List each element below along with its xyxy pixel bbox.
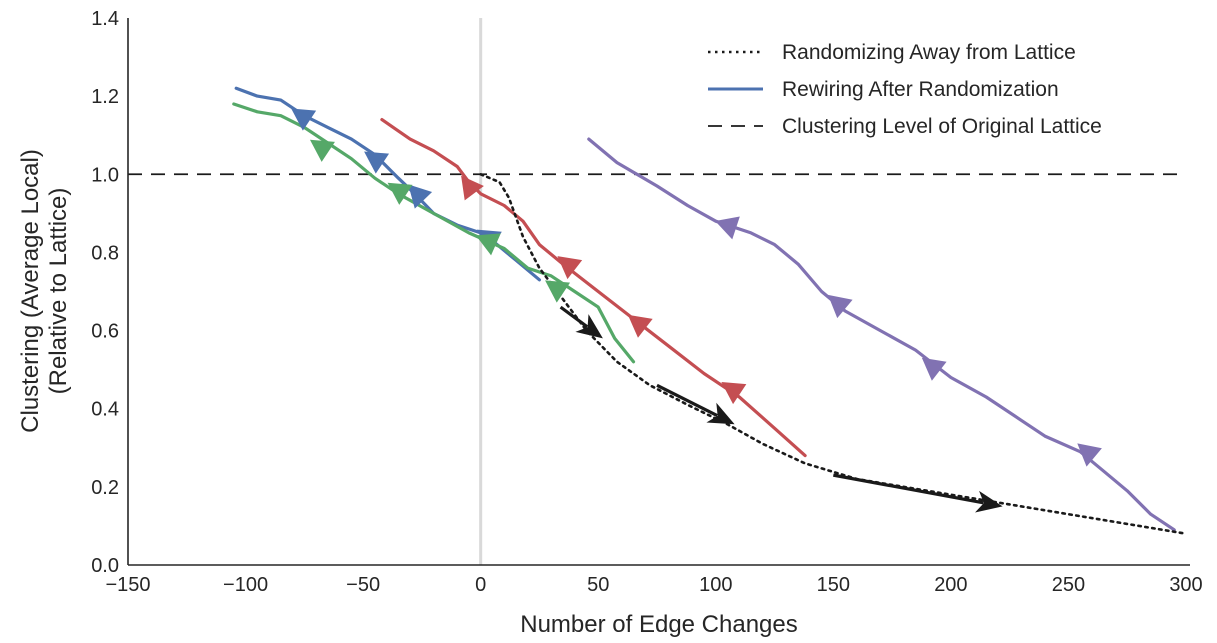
y-tick-label: 0.8 [91, 242, 119, 264]
marker-green [545, 280, 571, 303]
arrow-shaft [833, 473, 984, 505]
series-line-green [232, 102, 636, 364]
y-tick-label: 0.6 [91, 321, 119, 343]
x-tick-label: 250 [1052, 574, 1085, 596]
legend-label-randomizing: Randomizing Away from Lattice [782, 41, 1076, 64]
marker-red [461, 175, 484, 201]
y-tick-label: 0.0 [91, 555, 119, 577]
marker-purple [921, 357, 947, 381]
series-line-red [380, 118, 807, 458]
y-axis-label-line-2: (Relative to Lattice) [45, 188, 72, 395]
marker-green [475, 233, 501, 256]
arrow-head [575, 314, 603, 339]
marker-blue [291, 108, 317, 131]
arrow-head [706, 402, 735, 425]
arrow-head [975, 490, 1003, 513]
x-tick-label: 50 [587, 574, 609, 596]
marker-purple [827, 294, 853, 319]
x-tick-label: 150 [817, 574, 850, 596]
marker-green [309, 139, 335, 162]
marker-red [721, 382, 747, 405]
x-tick-label: −150 [105, 574, 150, 596]
marker-blue [408, 184, 433, 209]
arrow-group [559, 305, 1003, 513]
arrow-shaft [559, 305, 589, 329]
x-tick-label: −50 [346, 574, 380, 596]
x-tick-label: 100 [699, 574, 732, 596]
y-axis-label-line-1: Clustering (Average Local) [17, 149, 44, 433]
marker-red [627, 314, 653, 338]
legend-label-lattice-level: Clustering Level of Original Lattice [782, 115, 1102, 138]
x-axis-label: Number of Edge Changes [520, 611, 798, 638]
y-tick-label: 0.4 [91, 399, 119, 421]
x-tick-label: 0 [475, 574, 486, 596]
legend-label-rewiring: Rewiring After Randomization [782, 78, 1059, 101]
marker-purple [1077, 443, 1102, 467]
y-tick-label: 1.2 [91, 86, 119, 108]
series-line-purple [587, 137, 1176, 532]
y-tick-label: 1.4 [91, 8, 119, 30]
marker-blue [364, 151, 390, 174]
marker-red [557, 256, 583, 280]
y-tick-label: 0.2 [91, 477, 119, 499]
x-tick-labels: −150 −100 −50 0 50 100 150 200 250 300 [105, 574, 1202, 596]
x-tick-label: 300 [1169, 574, 1202, 596]
y-axis-label: Clustering (Average Local) (Relative to … [17, 149, 72, 433]
y-tick-label: 1.0 [91, 164, 119, 186]
legend: Randomizing Away from Lattice Rewiring A… [708, 41, 1102, 138]
y-tick-labels: 0.0 0.2 0.4 0.6 0.8 1.0 1.2 1.4 [91, 8, 119, 577]
randomizing-line [479, 173, 1188, 535]
marker-group [291, 108, 1102, 467]
arrow-shaft [656, 383, 718, 418]
x-tick-label: −100 [223, 574, 268, 596]
marker-green [387, 182, 413, 205]
x-tick-label: 200 [934, 574, 967, 596]
marker-purple [715, 216, 740, 240]
randomizing-group [479, 173, 1188, 535]
